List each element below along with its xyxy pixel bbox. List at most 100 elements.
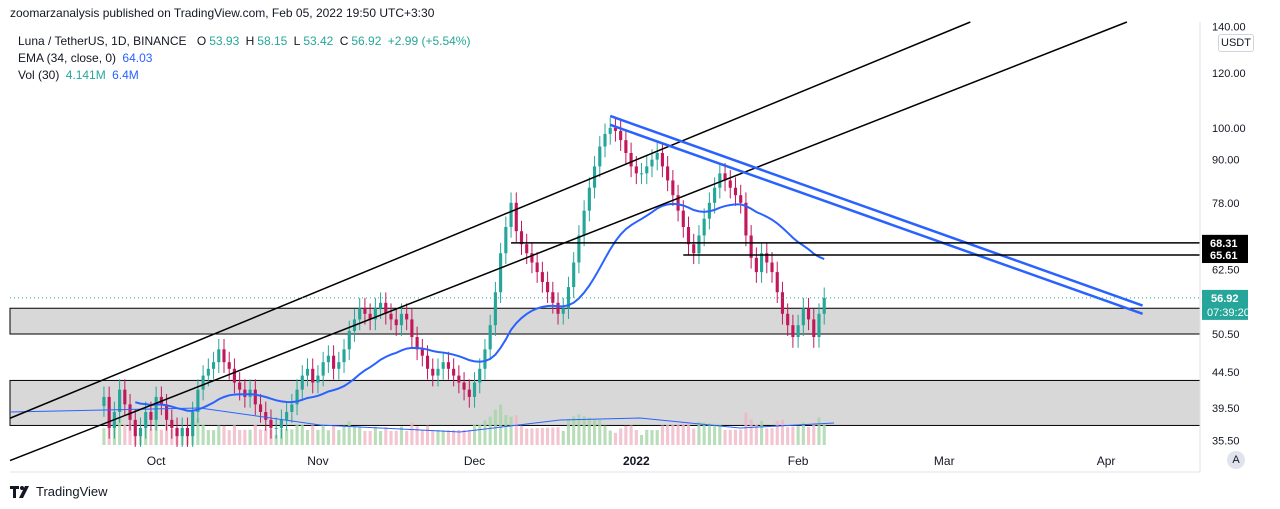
candle-body [243, 389, 247, 397]
candle-body [645, 166, 649, 174]
volume-bar [822, 423, 826, 445]
candle-body [279, 419, 283, 428]
level-label: 68.31 [1210, 238, 1238, 250]
candle-body [358, 308, 362, 320]
candle-body [133, 419, 137, 437]
volume-bar [697, 421, 701, 445]
volume-bar [243, 429, 247, 445]
candle-body [739, 195, 743, 203]
axes: 140.00 120.00 100.00 90.00 78.00 62.50 50.50 44… [10, 21, 1250, 473]
open-value: 53.93 [209, 34, 240, 48]
volume-bar [154, 417, 158, 445]
candle-body [368, 313, 372, 320]
volume-bar [713, 423, 717, 445]
candle-body [566, 287, 571, 309]
volume-bar [363, 431, 367, 445]
candle-body [681, 210, 685, 227]
candle-body [786, 313, 790, 326]
candle-body [655, 152, 659, 160]
candle-body [227, 362, 231, 369]
volume-bar [598, 420, 602, 445]
candle-body [185, 427, 190, 437]
time-tick-label: 2022 [623, 454, 650, 468]
candle-body [138, 427, 143, 437]
candle-body [582, 210, 586, 236]
candle-body [206, 368, 210, 376]
candle-body [337, 362, 341, 369]
volume-bar [274, 435, 278, 445]
candle-body [718, 173, 722, 188]
volume-bar [499, 404, 503, 445]
volume-bar [765, 428, 769, 445]
candle-body [389, 313, 393, 320]
volume-bar [681, 423, 685, 445]
volume-bar [232, 425, 236, 445]
volume-bar [629, 425, 633, 445]
volume-bar [718, 424, 722, 445]
level-label-bg [1202, 234, 1248, 251]
volume-bar [102, 428, 106, 445]
volume-bar [352, 426, 357, 445]
volume-bar [227, 430, 231, 445]
candle-body [373, 308, 377, 320]
candle-body [431, 368, 435, 376]
volume-bar [206, 430, 210, 445]
close-value: 56.92 [351, 34, 382, 48]
candle-body [801, 308, 805, 326]
price-tick-label: 78.00 [1212, 198, 1240, 210]
candle-body [154, 396, 158, 420]
candle-body [551, 292, 555, 303]
candle-body [780, 292, 785, 314]
candle-body [211, 362, 216, 369]
volume-bar [446, 430, 450, 445]
candle-body [546, 281, 550, 293]
volume-bar [509, 416, 513, 445]
candle-body [201, 375, 205, 390]
candle-body [102, 396, 106, 407]
candle-body [572, 262, 576, 288]
volume-bar [165, 424, 169, 445]
volume-bar [519, 425, 524, 445]
descending-line-lower [609, 123, 1144, 315]
volume-bar [467, 429, 471, 445]
candle-body [676, 195, 680, 211]
volume-bar [587, 417, 591, 445]
candle-body [744, 202, 748, 236]
volume-bar [159, 429, 163, 445]
price-tick-label: 62.50 [1212, 265, 1240, 277]
candle-body [525, 244, 529, 254]
ema-label: EMA (34, close, 0) [18, 51, 117, 65]
high-value: 58.15 [257, 34, 288, 48]
legend-symbol-row: Luna / TetherUS, 1D, BINANCE O 53.93 H 58.… [18, 34, 473, 48]
volume-bar [305, 430, 310, 445]
candle-body [462, 382, 466, 390]
candle-body [191, 411, 195, 437]
volume-bar [300, 424, 304, 445]
candle-body [420, 349, 424, 356]
candle-body [290, 404, 294, 412]
volume-bar [211, 430, 216, 445]
candle-body [342, 349, 346, 363]
volume-bar [118, 418, 122, 445]
footer-brand[interactable]: TradingView [10, 484, 108, 499]
drawings [9, 21, 1200, 462]
volume-bar [425, 425, 430, 445]
candle-body [175, 427, 179, 437]
candle-body [170, 419, 174, 428]
candle-body [384, 302, 388, 314]
candle-body [472, 382, 477, 397]
close-label: C [339, 34, 349, 48]
volume-bar [342, 425, 346, 445]
volume-bar [530, 428, 534, 445]
volume-bar [754, 424, 758, 445]
candle-body [452, 368, 456, 376]
volume-bar [592, 418, 597, 445]
channel-upper-line [9, 21, 971, 419]
currency-badge[interactable]: USDT [1218, 34, 1254, 52]
candle-body [692, 244, 696, 254]
volume-bar [812, 422, 816, 445]
volume-bar [645, 429, 649, 445]
auto-scale-button[interactable]: A [1227, 451, 1245, 469]
candle-body [410, 319, 414, 338]
